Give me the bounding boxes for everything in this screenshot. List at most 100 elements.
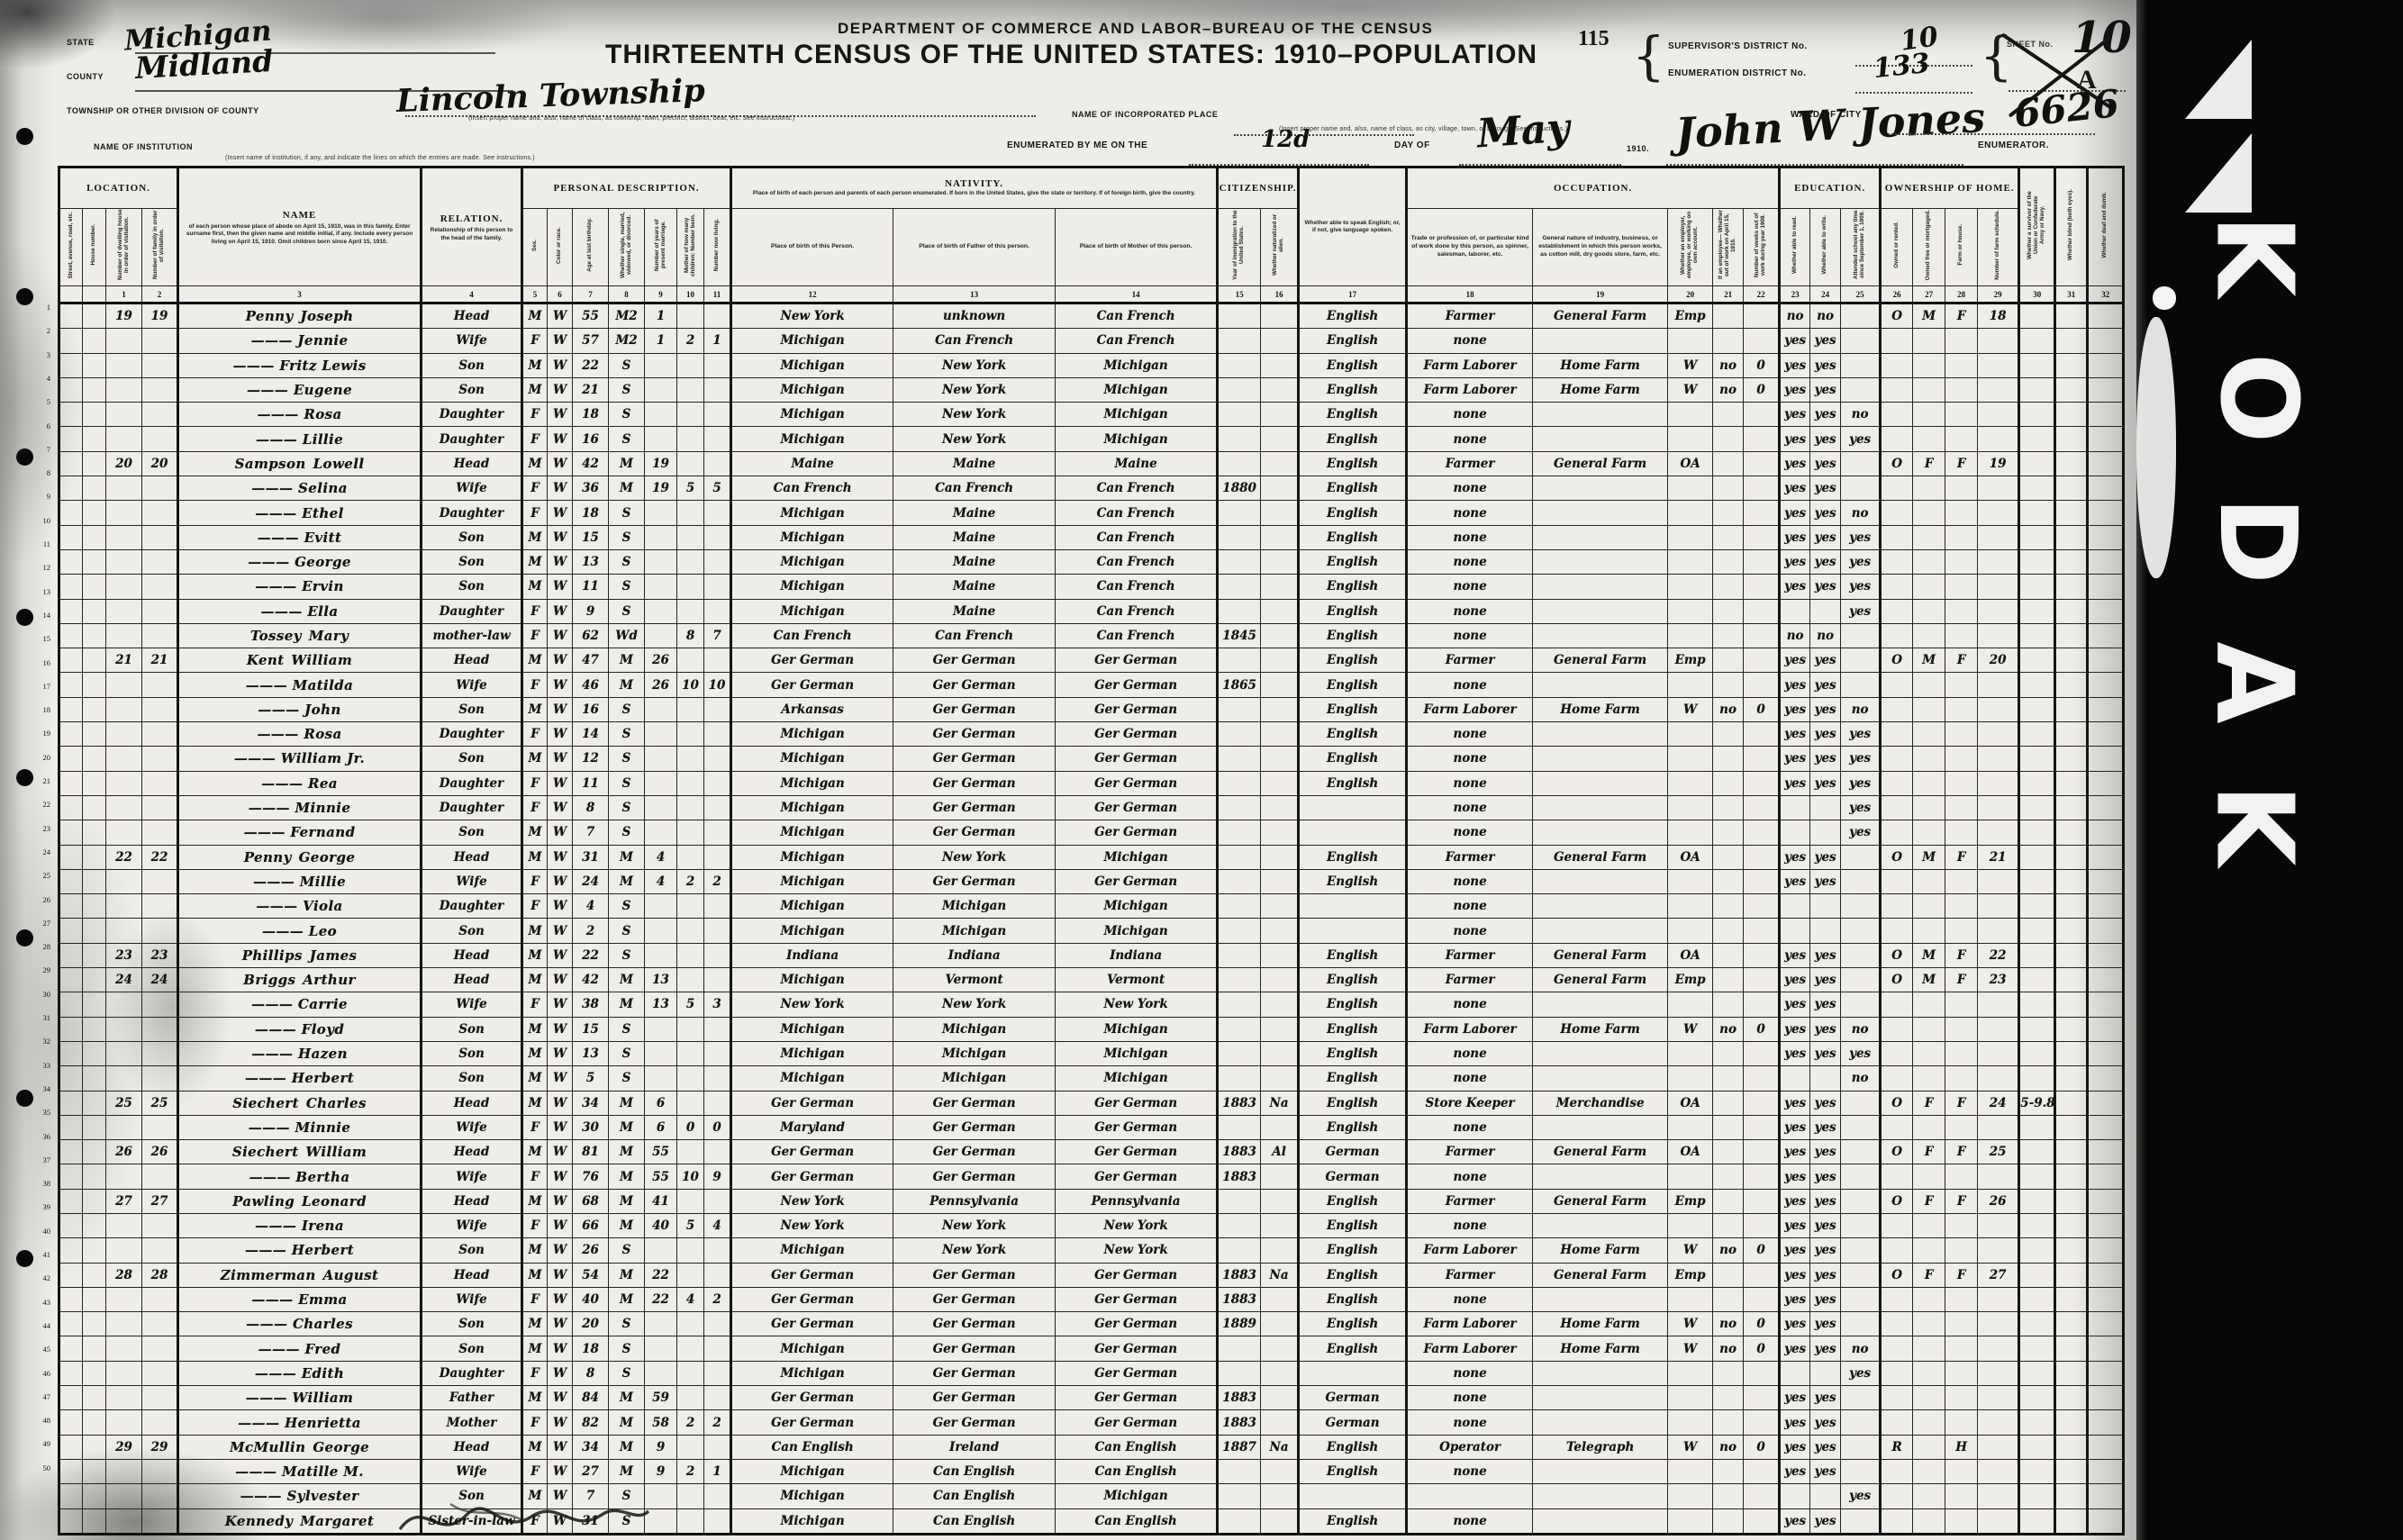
cell-rd: yes (1778, 1139, 1811, 1165)
cell-cb (676, 893, 705, 919)
cell-wr: yes (1809, 524, 1842, 550)
cell-fh (1945, 1212, 1979, 1239)
line-number: 39 (42, 1202, 51, 1212)
cell-lg: English (1297, 672, 1408, 698)
cell-wk (1743, 942, 1781, 969)
cell-ow (1712, 476, 1745, 502)
ward-label: WARD OF CITY (1791, 110, 1862, 120)
cell-em: OA (1667, 1090, 1714, 1116)
cell-pm: Ger German (1055, 868, 1219, 895)
cell-tr: none (1405, 622, 1534, 649)
cell-mo: M (1912, 844, 1946, 870)
cell-sc (1840, 1090, 1882, 1116)
cell-ow (1712, 820, 1745, 846)
cell-ho: O (1879, 648, 1914, 674)
cell-sc (1840, 450, 1882, 477)
cell-pb: Michigan (730, 524, 894, 550)
cell-house (82, 328, 106, 354)
cell-street (58, 1385, 83, 1411)
cell-cl (703, 574, 732, 600)
cell-nt (2018, 1311, 2056, 1337)
cell-ow (1712, 1040, 1745, 1067)
cell-bl (2054, 967, 2089, 993)
cell-rel: Head (420, 1188, 523, 1214)
line-number: 1 (46, 303, 50, 312)
cell-co: W (547, 672, 574, 698)
cell-im: 1883 (1216, 1164, 1262, 1190)
cell-df (2086, 1016, 2125, 1042)
cell-ho (1879, 696, 1914, 723)
cell-tr: Farm Laborer (1405, 376, 1534, 403)
cell-cl: 2 (703, 868, 732, 895)
cell-pb: Maryland (730, 1114, 894, 1141)
cell-pm: Michigan (1055, 1065, 1219, 1092)
cell-bl (2054, 844, 2089, 870)
cell-cb (676, 1508, 705, 1535)
cell-fh (1945, 1114, 1979, 1141)
census-row: 24 24 Briggs Arthur Head M W 42 M 13 Michigan Verm… (58, 967, 2125, 993)
census-row: Kennedy Margaret Sister-in-law F W 31 S Michig… (58, 1508, 2125, 1535)
cell-wr: yes (1809, 672, 1842, 698)
cell-pm: Ger German (1055, 794, 1219, 821)
cell-mo (1912, 794, 1946, 821)
cell-wk (1743, 524, 1781, 550)
cell-mo (1912, 1311, 1946, 1337)
cell-fam (141, 992, 179, 1018)
cell-tr: none (1405, 893, 1534, 919)
cell-fh (1945, 548, 1979, 575)
cell-pb: Ger German (730, 672, 894, 698)
cell-rel: Head (420, 1262, 523, 1288)
cell-rel: Head (420, 1139, 523, 1165)
cell-wk (1743, 992, 1781, 1018)
cell-age: 30 (572, 1114, 610, 1141)
cell-tr: Farmer (1405, 1139, 1534, 1165)
cell-sc (1840, 1114, 1882, 1141)
cell-fam: 25 (141, 1090, 179, 1116)
cell-cl: 1 (703, 1458, 732, 1485)
cell-sx: M (521, 574, 549, 600)
cell-fam: 26 (141, 1139, 179, 1165)
cell-co: W (547, 426, 574, 452)
cell-lg: English (1297, 328, 1408, 354)
cell-tr: none (1405, 1360, 1534, 1387)
cell-ho (1879, 1065, 1914, 1092)
cell-street (58, 1409, 83, 1436)
cell-wk (1743, 794, 1781, 821)
cell-fh: F (1945, 1090, 1979, 1116)
cell-im (1216, 1237, 1262, 1264)
cell-df (2086, 1212, 2125, 1239)
cell-rel: Son (420, 574, 523, 600)
state-label: STATE (67, 38, 95, 47)
cell-bl (2054, 1262, 2089, 1288)
cell-fh (1945, 598, 1979, 624)
cell-na (1260, 672, 1300, 698)
census-row: ——— William Jr. Son M W 12 S Michigan Ger Germa… (58, 746, 2125, 772)
column-header-house: House number. (82, 208, 106, 286)
census-row: ——— John Son M W 16 S Arkansas Ger German Ger Ge… (58, 696, 2125, 723)
cell-sc (1840, 672, 1882, 698)
cell-ow (1712, 1188, 1745, 1214)
cell-sd (1977, 992, 2020, 1018)
cell-ho: O (1879, 1090, 1914, 1116)
cell-cb (676, 574, 705, 600)
cell-fh (1945, 992, 1979, 1018)
cell-dw (105, 1336, 142, 1362)
cell-ma: S (608, 1016, 646, 1042)
cell-lg: English (1297, 548, 1408, 575)
cell-mo (1912, 1286, 1946, 1313)
cell-fam (141, 918, 179, 944)
cell-cb (676, 1139, 705, 1165)
cell-tr: Farmer (1405, 648, 1534, 674)
cell-wk (1743, 918, 1781, 944)
cell-df (2086, 992, 2125, 1018)
cell-sd (1977, 1336, 2020, 1362)
cell-sd (1977, 1360, 2020, 1387)
cell-ho (1879, 1212, 1914, 1239)
cell-dw (105, 1237, 142, 1264)
cell-co: W (547, 1458, 574, 1485)
cell-sd (1977, 426, 2020, 452)
cell-mo (1912, 1040, 1946, 1067)
cell-fh: F (1945, 942, 1979, 969)
cell-rel: Head (420, 942, 523, 969)
cell-tr: none (1405, 672, 1534, 698)
